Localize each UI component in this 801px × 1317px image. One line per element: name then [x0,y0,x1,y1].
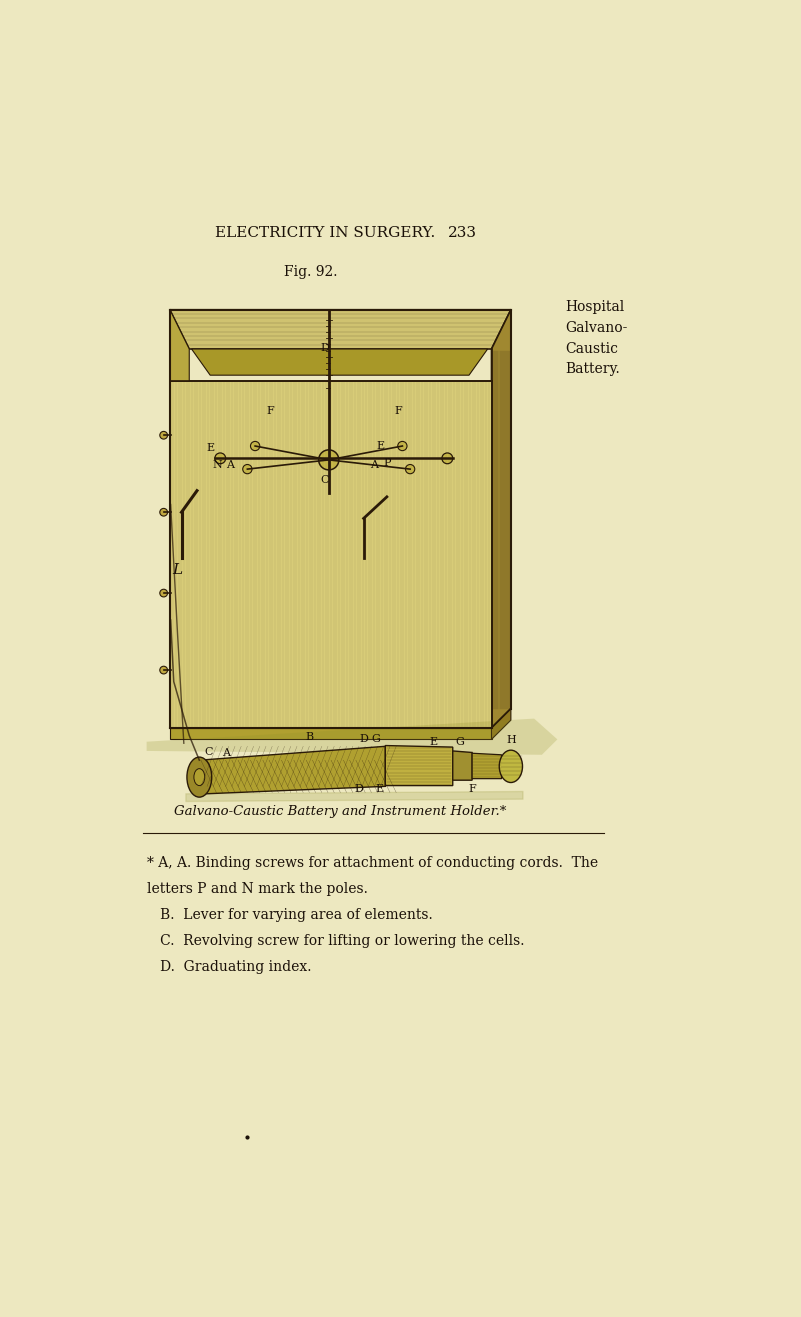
Polygon shape [199,747,385,794]
Text: B: B [305,732,313,741]
Polygon shape [170,728,492,739]
Ellipse shape [187,757,211,797]
Text: 233: 233 [449,227,477,240]
Circle shape [442,453,453,464]
Ellipse shape [194,769,205,785]
Polygon shape [147,719,557,755]
Polygon shape [453,751,472,780]
Polygon shape [385,745,453,785]
Text: A: A [371,460,379,469]
Text: F: F [267,406,275,416]
Text: E: E [376,441,384,450]
Text: F: F [469,785,476,794]
Text: E: E [206,443,214,453]
Polygon shape [492,709,511,739]
Polygon shape [170,382,492,728]
Polygon shape [170,309,511,349]
Text: Fig. 92.: Fig. 92. [284,265,338,279]
Circle shape [160,666,167,674]
Text: C.  Revolving screw for lifting or lowering the cells.: C. Revolving screw for lifting or loweri… [147,934,524,948]
Text: C: C [204,748,213,757]
Polygon shape [472,753,501,778]
Text: F: F [395,406,402,416]
Circle shape [319,450,339,470]
Text: Galvano-Caustic Battery and Instrument Holder.*: Galvano-Caustic Battery and Instrument H… [174,805,506,818]
Text: G: G [455,736,464,747]
Circle shape [243,465,252,474]
Ellipse shape [499,751,522,782]
Text: letters P and N mark the poles.: letters P and N mark the poles. [147,882,368,896]
Text: E: E [375,785,383,794]
Polygon shape [191,349,488,375]
Text: C: C [320,475,329,485]
Circle shape [160,589,167,597]
Text: G: G [372,734,380,744]
Text: E: E [429,736,437,747]
Text: A: A [227,460,235,470]
Text: D: D [320,344,329,353]
Polygon shape [492,309,511,728]
Circle shape [160,508,167,516]
Polygon shape [170,309,189,382]
Text: * A, A. Binding screws for attachment of conducting cords.  The: * A, A. Binding screws for attachment of… [147,856,598,869]
Text: D: D [359,734,368,744]
Circle shape [251,441,260,450]
Text: A: A [222,748,230,759]
Text: L: L [172,562,183,577]
Circle shape [405,465,415,474]
Text: N: N [212,460,222,469]
Circle shape [160,432,167,439]
Text: D.  Graduating index.: D. Graduating index. [147,960,311,975]
Text: B.  Lever for varying area of elements.: B. Lever for varying area of elements. [147,907,433,922]
Text: ELECTRICITY IN SURGERY.: ELECTRICITY IN SURGERY. [215,227,435,240]
Text: P: P [383,458,391,468]
Circle shape [398,441,407,450]
Text: Hospital
Galvano-
Caustic
Battery.: Hospital Galvano- Caustic Battery. [566,300,627,377]
Circle shape [215,453,226,464]
Text: D: D [355,785,364,794]
Text: H: H [506,735,516,745]
